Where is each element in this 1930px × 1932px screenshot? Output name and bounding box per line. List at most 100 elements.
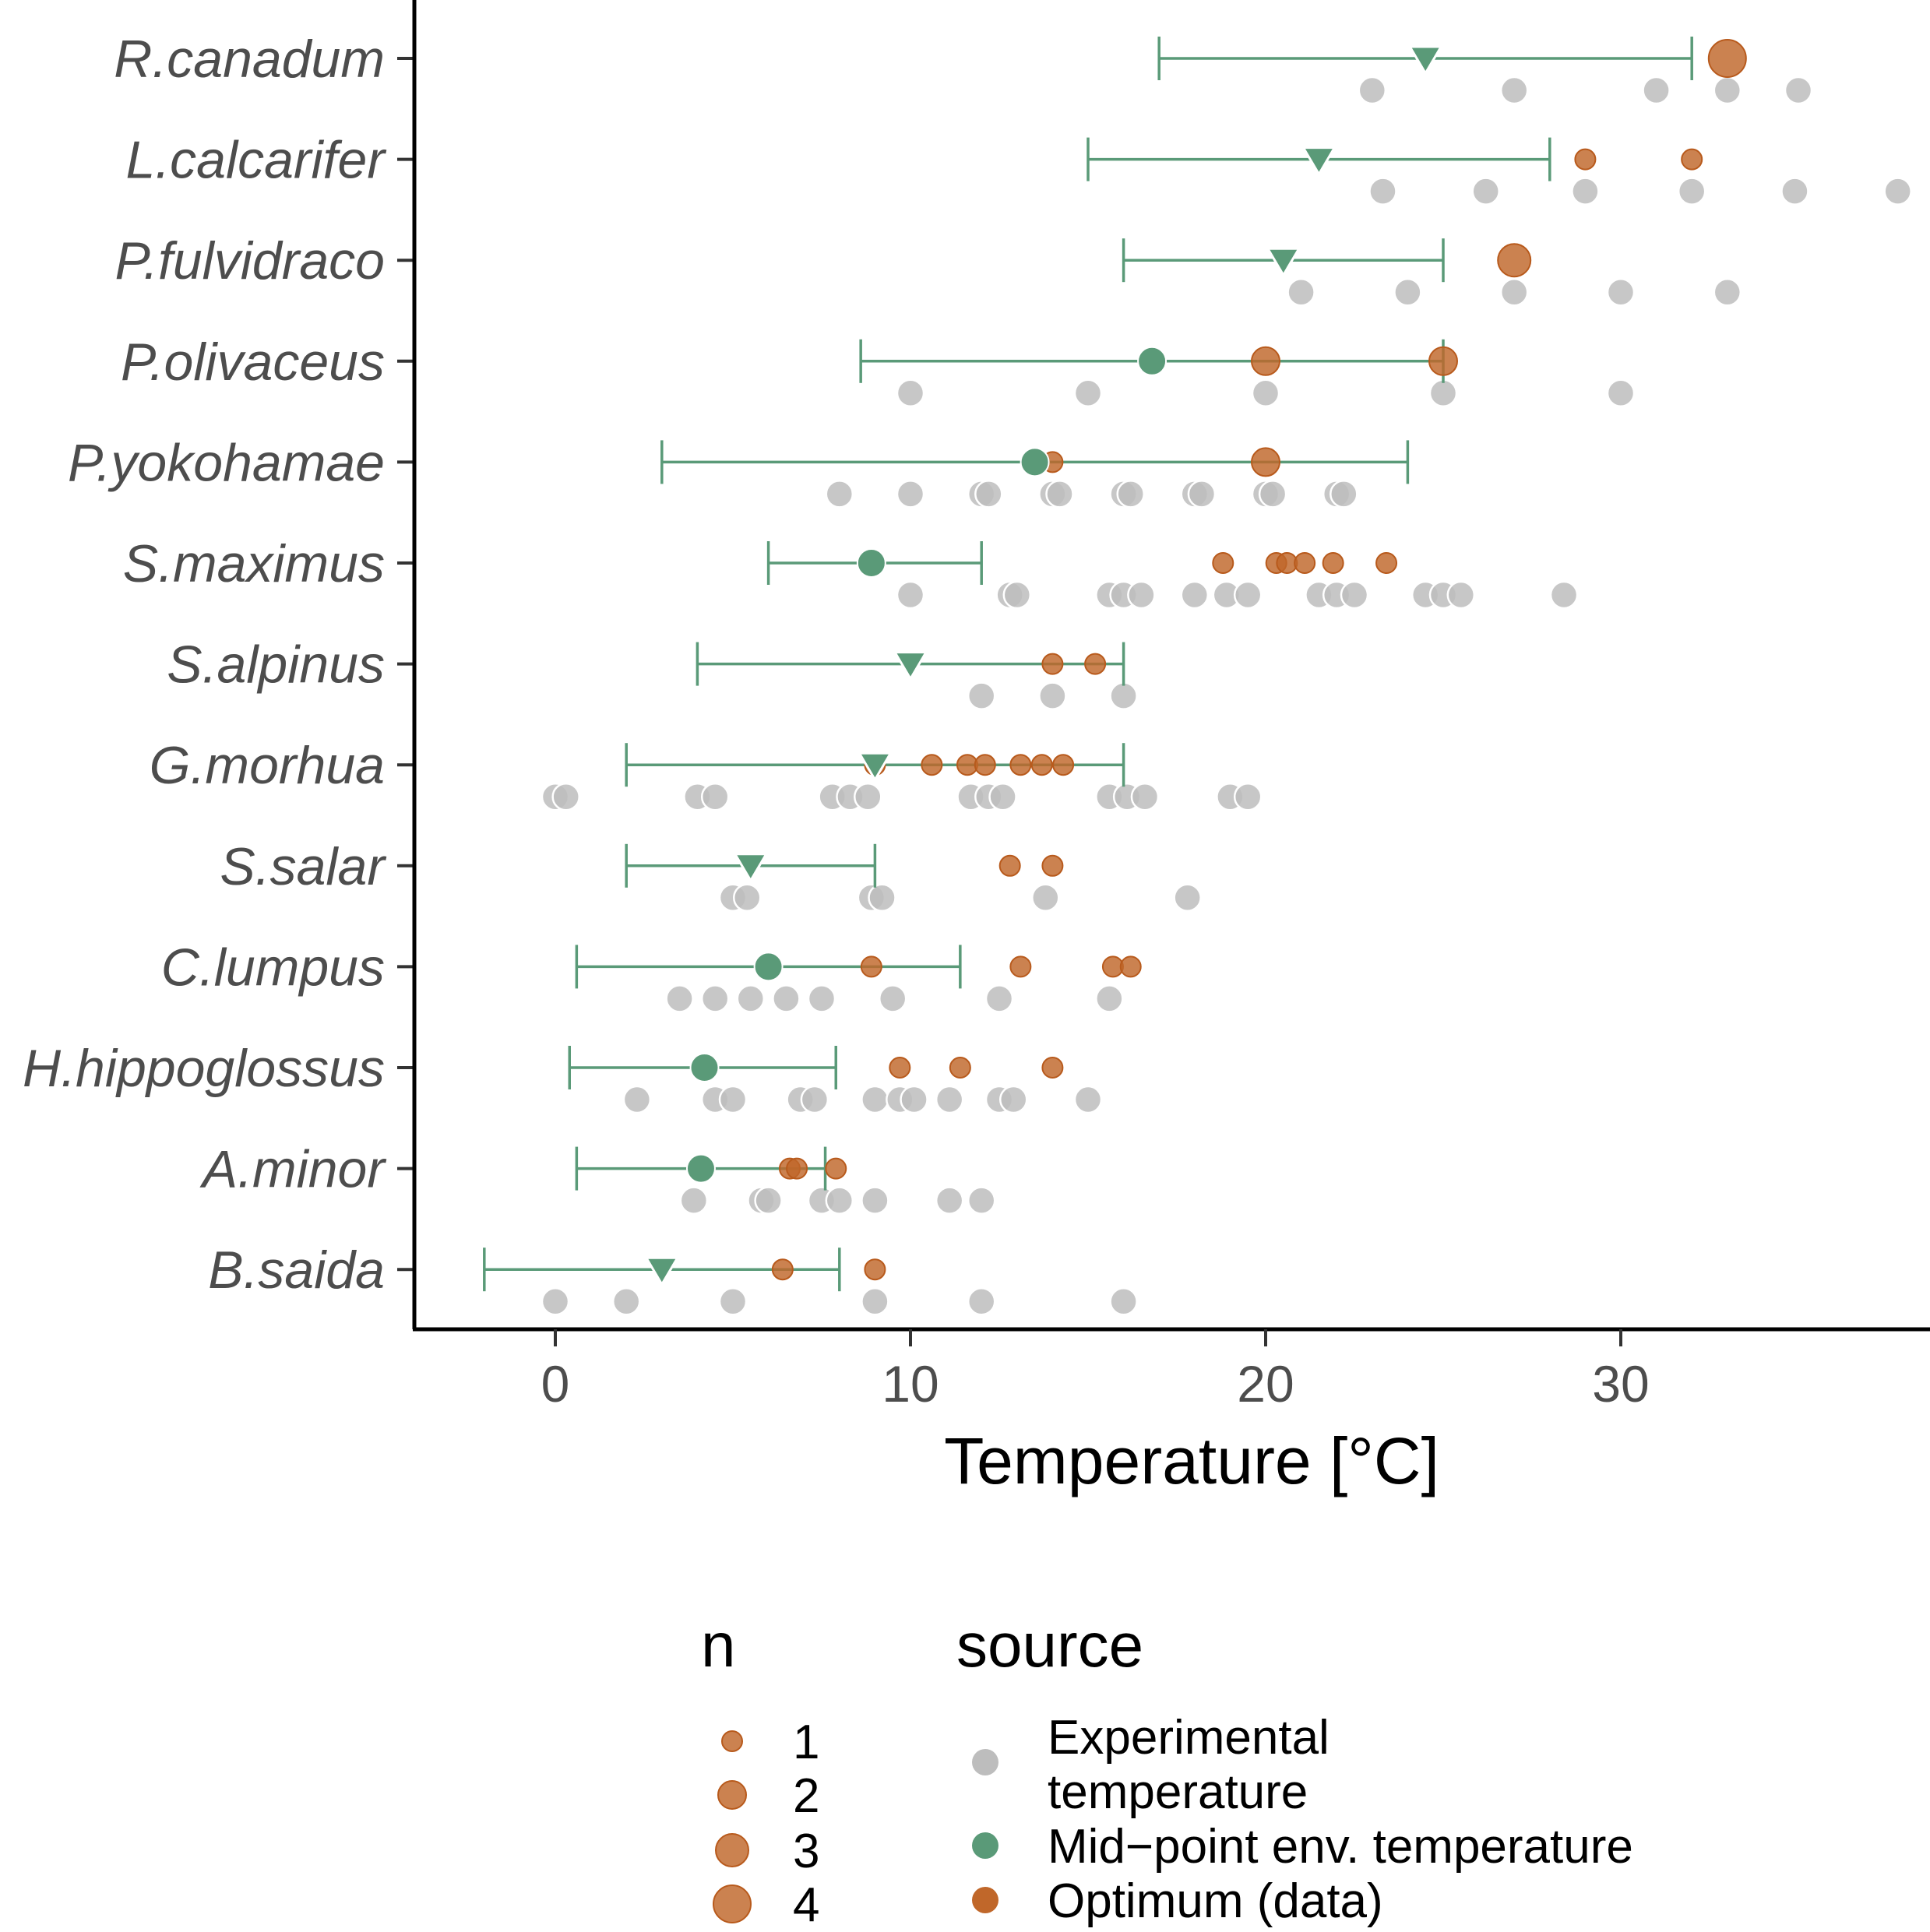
experimental-point bbox=[1180, 580, 1210, 610]
midpoint-triangle bbox=[1266, 247, 1301, 278]
experimental-point bbox=[541, 1286, 570, 1316]
species-label: G.morhua bbox=[150, 736, 385, 795]
optimum-point bbox=[1041, 854, 1064, 877]
legend-n-key bbox=[717, 1780, 747, 1810]
axes-layer: R.canadum L.calcarifer P.fulvidraco P.oliva… bbox=[23, 0, 1930, 1497]
experimental-point bbox=[861, 1186, 889, 1215]
species-label: P.yokohamae bbox=[68, 433, 385, 492]
experimental-point bbox=[1045, 480, 1074, 509]
optimum-point bbox=[1009, 955, 1032, 978]
experimental-point bbox=[665, 984, 694, 1013]
optimum-point bbox=[1212, 552, 1234, 574]
experimental-point bbox=[896, 580, 925, 610]
experimental-point bbox=[1780, 177, 1809, 206]
species-label: S.salar bbox=[220, 837, 386, 896]
experimental-point bbox=[1549, 580, 1579, 610]
experimental-point bbox=[878, 984, 907, 1013]
midpoint-triangle bbox=[1407, 45, 1443, 76]
midpoint-circle bbox=[753, 952, 784, 982]
species-label: C.lumpus bbox=[161, 938, 385, 997]
experimental-point bbox=[854, 782, 882, 811]
experimental-point bbox=[1251, 378, 1280, 408]
legend-source-label: Experimental bbox=[1048, 1711, 1330, 1765]
optimum-point bbox=[1251, 447, 1280, 477]
optimum-point bbox=[1119, 955, 1142, 978]
species-label: H.hippoglossus bbox=[23, 1039, 385, 1098]
experimental-point bbox=[1116, 480, 1145, 509]
experimental-point bbox=[1606, 378, 1636, 408]
midpoint-layer bbox=[644, 45, 1443, 1287]
legend-n-label: 4 bbox=[793, 1878, 819, 1932]
experimental-point bbox=[1677, 177, 1706, 206]
species-label: P.olivaceus bbox=[121, 333, 385, 392]
optimum-point bbox=[1084, 653, 1107, 675]
experimental-point bbox=[1499, 76, 1529, 105]
optimum-point bbox=[864, 1258, 886, 1281]
experimental-point bbox=[1173, 883, 1202, 913]
legend-n-key bbox=[715, 1833, 749, 1867]
x-tick-label: 20 bbox=[1237, 1355, 1294, 1413]
experimental-point bbox=[1073, 378, 1103, 408]
experimental-point bbox=[700, 782, 730, 811]
species-label: S.alpinus bbox=[167, 635, 385, 695]
species-label: L.calcarifer bbox=[125, 131, 386, 190]
legend-n-label: 2 bbox=[793, 1769, 819, 1823]
optimum-point bbox=[1497, 243, 1532, 278]
experimental-point bbox=[974, 480, 1003, 509]
midpoint-circle bbox=[689, 1053, 720, 1082]
species-label: B.saida bbox=[208, 1240, 385, 1300]
optimum-point bbox=[1428, 346, 1458, 376]
experimental-point bbox=[1109, 681, 1138, 710]
midpoint-triangle bbox=[857, 751, 893, 783]
experimental-point bbox=[1095, 984, 1124, 1013]
species-label: P.fulvidraco bbox=[114, 231, 385, 290]
midpoint-triangle bbox=[733, 853, 769, 883]
legend-source-title: source bbox=[956, 1610, 1143, 1680]
x-axis-title: Temperature [°C] bbox=[944, 1424, 1439, 1497]
optimum-point bbox=[889, 1057, 911, 1079]
experimental-point bbox=[1340, 580, 1369, 610]
optimum-points-layer bbox=[771, 39, 1747, 1281]
experimental-point bbox=[1393, 277, 1422, 307]
optimum-point bbox=[949, 1057, 971, 1079]
optimum-point bbox=[1707, 39, 1747, 78]
experimental-point bbox=[1073, 1085, 1103, 1114]
experimental-point bbox=[1368, 177, 1397, 206]
experimental-point bbox=[861, 1085, 889, 1114]
experimental-point bbox=[984, 984, 1014, 1013]
experimental-point bbox=[1130, 782, 1160, 811]
experimental-point bbox=[1330, 480, 1358, 509]
experimental-point bbox=[800, 1085, 829, 1114]
experimental-point bbox=[1127, 580, 1156, 610]
optimum-point bbox=[786, 1157, 808, 1180]
x-tick-label: 0 bbox=[541, 1355, 570, 1413]
optimum-point bbox=[921, 754, 943, 776]
experimental-point bbox=[967, 1286, 996, 1316]
experimental-point bbox=[1109, 1286, 1138, 1316]
experimental-point bbox=[1187, 480, 1217, 509]
species-label: A.minor bbox=[199, 1140, 387, 1199]
optimum-point bbox=[1681, 148, 1703, 171]
experimental-point bbox=[1883, 177, 1912, 206]
optimum-point bbox=[1375, 552, 1398, 574]
optimum-point bbox=[1041, 1057, 1064, 1079]
legend-source-key bbox=[972, 1749, 998, 1775]
experimental-point bbox=[1233, 782, 1263, 811]
midpoint-triangle bbox=[644, 1256, 680, 1287]
experimental-point bbox=[1642, 76, 1671, 105]
experimental-point bbox=[825, 1186, 854, 1215]
midpoint-circle bbox=[856, 548, 886, 578]
legend-n-title: n bbox=[701, 1610, 736, 1680]
experimental-point bbox=[732, 883, 762, 913]
midpoint-triangle bbox=[893, 651, 928, 681]
experimental-point bbox=[1002, 580, 1032, 610]
optimum-point bbox=[974, 754, 996, 776]
experimental-point bbox=[807, 984, 836, 1013]
experimental-point bbox=[754, 1186, 783, 1215]
legend-source-label: Mid−point env. temperature bbox=[1048, 1820, 1633, 1874]
experimental-point bbox=[1233, 580, 1263, 610]
optimum-point bbox=[860, 955, 882, 978]
experimental-point bbox=[1471, 177, 1500, 206]
optimum-point bbox=[771, 1258, 794, 1281]
